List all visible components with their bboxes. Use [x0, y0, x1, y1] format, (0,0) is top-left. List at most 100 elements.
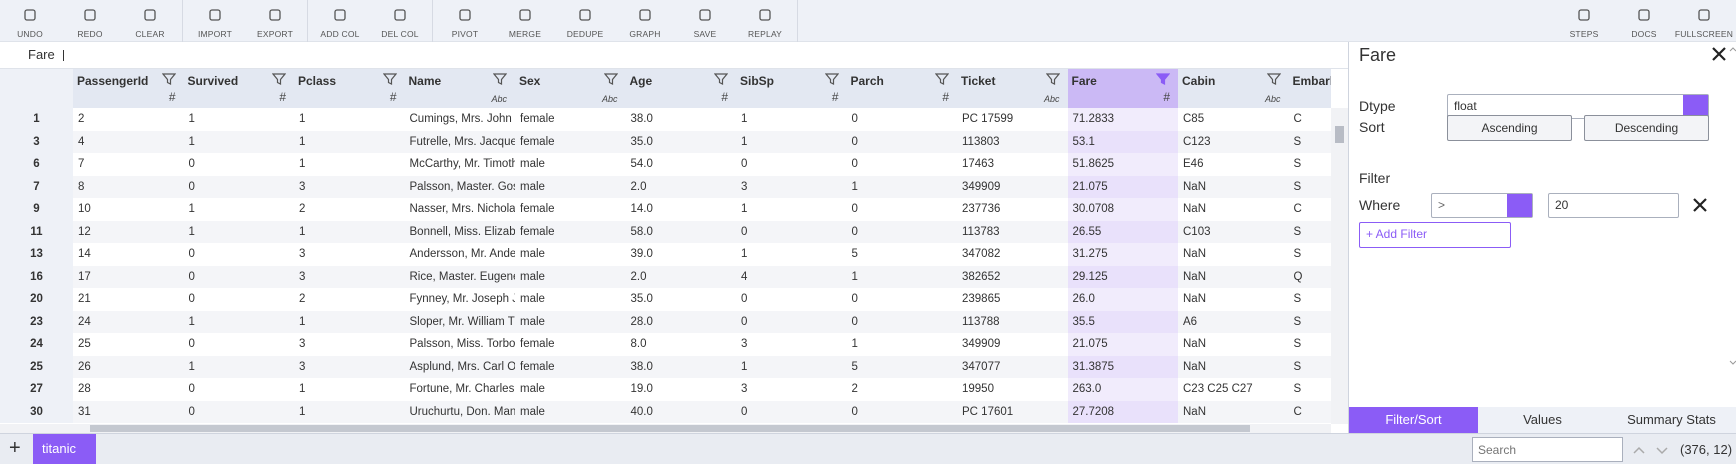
cell[interactable]: 31 — [73, 401, 190, 424]
cell[interactable]: 1 — [847, 266, 964, 289]
toolbar-button[interactable]: ADD COL — [310, 0, 370, 42]
cell[interactable]: NaN — [1178, 198, 1295, 221]
scroll-thumb[interactable] — [1335, 126, 1344, 143]
cell[interactable]: C — [1289, 198, 1332, 221]
cell[interactable]: 0 — [184, 153, 301, 176]
cell[interactable]: S — [1289, 288, 1332, 311]
cell[interactable]: S — [1289, 131, 1332, 154]
cell[interactable]: 35.5 — [1068, 311, 1185, 334]
cell[interactable]: 38.0 — [626, 356, 743, 379]
cell[interactable]: female — [515, 333, 632, 356]
cell[interactable]: 349909 — [957, 333, 1074, 356]
cell[interactable]: female — [515, 131, 632, 154]
cell[interactable]: 3 — [294, 266, 411, 289]
column-header[interactable]: SibSp# — [736, 69, 849, 109]
cell[interactable]: 14.0 — [626, 198, 743, 221]
cell[interactable]: male — [515, 243, 632, 266]
cell[interactable]: Palsson, Master. Gos — [405, 176, 522, 199]
cell[interactable]: 1 — [294, 221, 411, 244]
cell[interactable]: 2 — [294, 198, 411, 221]
cell[interactable]: Palsson, Miss. Torbo — [405, 333, 522, 356]
cell[interactable]: 1 — [736, 243, 853, 266]
cell[interactable]: 26.55 — [1068, 221, 1185, 244]
cell[interactable]: 58.0 — [626, 221, 743, 244]
cell[interactable]: Sloper, Mr. William Th — [405, 311, 522, 334]
cell[interactable]: E46 — [1178, 153, 1295, 176]
cell[interactable]: 3 — [736, 333, 853, 356]
cell[interactable]: female — [515, 356, 632, 379]
cell[interactable]: 71.2833 — [1068, 108, 1185, 131]
cell[interactable]: 8 — [73, 176, 190, 199]
cell[interactable]: 2.0 — [626, 266, 743, 289]
cell[interactable]: 28 — [73, 378, 190, 401]
cell[interactable]: 21 — [73, 288, 190, 311]
cell[interactable]: 1 — [294, 401, 411, 424]
cell[interactable]: male — [515, 266, 632, 289]
cell[interactable]: 53.1 — [1068, 131, 1185, 154]
cell[interactable]: male — [515, 176, 632, 199]
cell[interactable]: S — [1289, 221, 1332, 244]
cell[interactable]: 0 — [184, 176, 301, 199]
add-filter-button[interactable]: + Add Filter — [1359, 222, 1511, 248]
toolbar-button[interactable]: REPLAY — [735, 0, 795, 42]
cell[interactable]: NaN — [1178, 288, 1295, 311]
cell[interactable]: 0 — [184, 266, 301, 289]
cell[interactable]: C — [1289, 108, 1332, 131]
sort-ascending[interactable]: Ascending — [1447, 115, 1572, 141]
cell[interactable]: 0 — [184, 378, 301, 401]
cell[interactable]: 113803 — [957, 131, 1074, 154]
cell[interactable]: 1 — [736, 356, 853, 379]
cell[interactable]: 263.0 — [1068, 378, 1185, 401]
cell[interactable]: S — [1289, 153, 1332, 176]
cell[interactable]: 113783 — [957, 221, 1074, 244]
cell[interactable]: Rice, Master. Eugene — [405, 266, 522, 289]
horizontal-scrollbar[interactable] — [0, 424, 1331, 433]
cell[interactable]: 40.0 — [626, 401, 743, 424]
cell[interactable]: NaN — [1178, 356, 1295, 379]
cell[interactable]: S — [1289, 176, 1332, 199]
cell[interactable]: 35.0 — [626, 288, 743, 311]
cell[interactable]: 31.3875 — [1068, 356, 1185, 379]
column-header[interactable]: Fare# — [1068, 69, 1181, 109]
cell[interactable]: McCarthy, Mr. Timoth — [405, 153, 522, 176]
cell[interactable]: male — [515, 311, 632, 334]
cell[interactable]: 31.275 — [1068, 243, 1185, 266]
cell[interactable]: 0 — [847, 198, 964, 221]
cell[interactable]: 3 — [736, 378, 853, 401]
cell[interactable]: 1 — [294, 378, 411, 401]
cell[interactable]: 2 — [294, 288, 411, 311]
cell[interactable]: Andersson, Mr. Ande — [405, 243, 522, 266]
cell[interactable]: 347077 — [957, 356, 1074, 379]
toolbar-button[interactable]: GRAPH — [615, 0, 675, 42]
cell[interactable]: female — [515, 221, 632, 244]
cell[interactable]: 1 — [847, 333, 964, 356]
cell[interactable]: Fynney, Mr. Joseph J — [405, 288, 522, 311]
cell[interactable]: female — [515, 108, 632, 131]
cell[interactable]: S — [1289, 311, 1332, 334]
cell[interactable]: PC 17601 — [957, 401, 1074, 424]
cell[interactable]: 27.7208 — [1068, 401, 1185, 424]
cell[interactable]: 17 — [73, 266, 190, 289]
cell[interactable]: 8.0 — [626, 333, 743, 356]
cell[interactable]: 1 — [736, 108, 853, 131]
cell[interactable]: 347082 — [957, 243, 1074, 266]
toolbar-button[interactable]: IMPORT — [185, 0, 245, 42]
cell[interactable]: 17463 — [957, 153, 1074, 176]
cell[interactable]: 4 — [736, 266, 853, 289]
cell[interactable]: 38.0 — [626, 108, 743, 131]
cell[interactable]: Q — [1289, 266, 1332, 289]
cell[interactable]: 2 — [73, 108, 190, 131]
cell[interactable]: 1 — [184, 108, 301, 131]
cell[interactable]: 0 — [847, 401, 964, 424]
column-header[interactable]: NameAbc — [405, 69, 518, 109]
cell[interactable]: 0 — [847, 221, 964, 244]
column-header[interactable]: CabinAbc — [1178, 69, 1291, 109]
cell[interactable]: 19.0 — [626, 378, 743, 401]
cell[interactable]: NaN — [1178, 401, 1295, 424]
cell[interactable]: Nasser, Mrs. Nichola — [405, 198, 522, 221]
cell[interactable]: NaN — [1178, 176, 1295, 199]
column-header[interactable]: PassengerId# — [73, 69, 186, 109]
cell[interactable]: 5 — [847, 243, 964, 266]
cell[interactable]: 30.0708 — [1068, 198, 1185, 221]
cell[interactable]: 3 — [736, 176, 853, 199]
